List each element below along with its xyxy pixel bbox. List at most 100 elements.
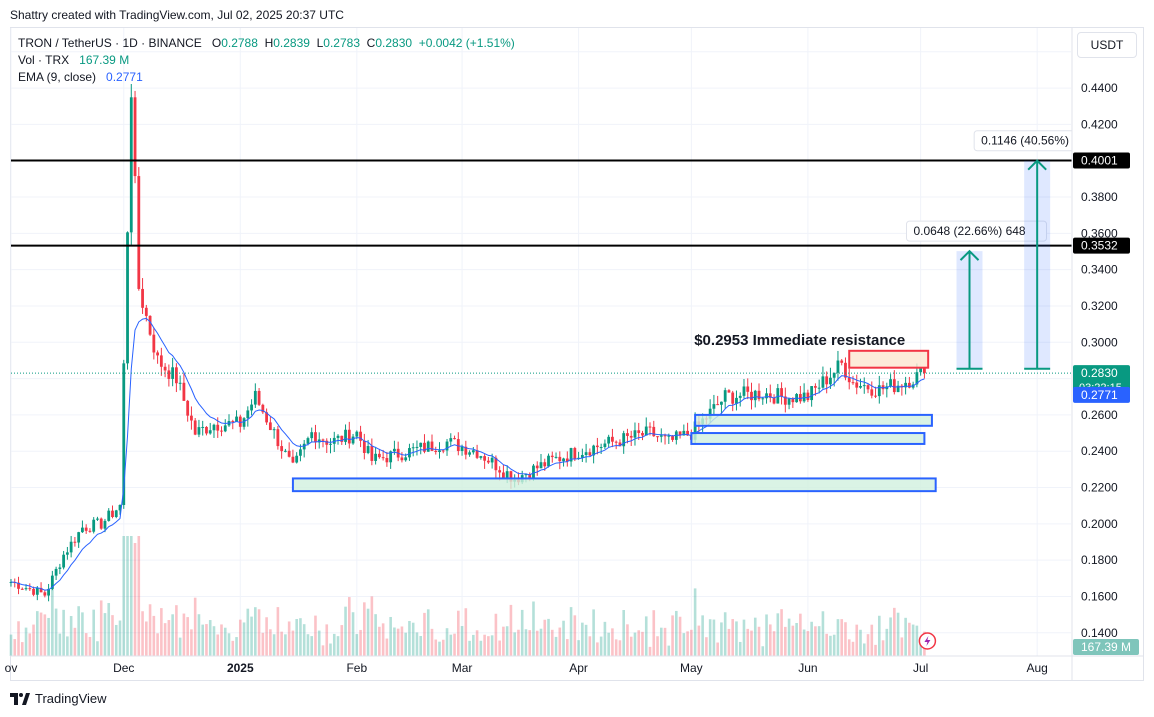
candle-body[interactable] [24,588,28,590]
candle-body[interactable] [430,441,434,451]
candle-body[interactable] [456,439,460,452]
candle-body[interactable] [866,385,870,390]
price-axis[interactable] [1072,28,1143,656]
candle-body[interactable] [355,431,359,437]
candle-body[interactable] [479,456,483,458]
candle-body[interactable] [129,97,133,233]
candle-body[interactable] [686,430,689,436]
candle-body[interactable] [780,388,783,397]
candle-body[interactable] [351,436,355,444]
candle-body[interactable] [426,441,430,452]
candle-body[interactable] [96,518,99,520]
candle-body[interactable] [904,382,908,388]
candle-body[interactable] [622,433,626,447]
candle-body[interactable] [197,427,201,435]
candle-body[interactable] [468,452,471,455]
candle-body[interactable] [483,456,487,461]
candle-body[interactable] [641,432,644,436]
candle-body[interactable] [539,462,543,469]
candle-body[interactable] [817,387,821,389]
candle-body[interactable] [671,435,674,440]
candle-body[interactable] [250,404,253,411]
candle-body[interactable] [746,386,750,392]
candle-body[interactable] [321,439,325,441]
candle-body[interactable] [524,474,528,476]
candle-body[interactable] [152,334,156,353]
candle-body[interactable] [122,363,126,506]
candle-body[interactable] [765,393,768,399]
candle-body[interactable] [400,457,404,461]
candle-body[interactable] [423,442,426,452]
candle-body[interactable] [543,462,547,467]
candle-body[interactable] [821,376,825,388]
candle-body[interactable] [17,582,20,589]
candle-body[interactable] [862,385,866,387]
candle-body[interactable] [490,457,494,463]
candle-body[interactable] [362,440,366,453]
candle-body[interactable] [761,398,765,400]
candle-body[interactable] [212,424,216,431]
candle-body[interactable] [332,437,336,444]
candle-body[interactable] [449,438,453,442]
candle-body[interactable] [445,441,449,451]
candle-body[interactable] [190,415,193,421]
candle-body[interactable] [562,458,565,462]
candle-body[interactable] [54,568,58,576]
candle-body[interactable] [314,432,317,443]
candle-body[interactable] [62,554,66,568]
candle-body[interactable] [783,396,787,405]
candle-body[interactable] [509,471,513,482]
candle-body[interactable] [404,457,408,461]
candle-body[interactable] [306,438,310,444]
candle-body[interactable] [532,465,535,479]
candle-body[interactable] [772,397,776,404]
candle-body[interactable] [174,367,178,384]
candle-body[interactable] [502,472,505,478]
candle-body[interactable] [81,527,84,533]
candle-body[interactable] [299,449,302,456]
candle-body[interactable] [171,367,175,379]
candle-body[interactable] [77,532,81,543]
candle-body[interactable] [678,431,682,436]
candle-body[interactable] [118,505,122,511]
candle-body[interactable] [708,408,712,419]
candle-body[interactable] [205,426,208,434]
candle-body[interactable] [88,530,92,532]
candle-body[interactable] [923,368,926,374]
candle-body[interactable] [148,315,152,335]
candle-body[interactable] [599,447,603,449]
candle-body[interactable] [723,390,727,402]
resistance-zone[interactable] [848,349,930,369]
legend-symbol[interactable]: TRON / TetherUS · 1D · BINANCE [18,36,202,50]
candle-body[interactable] [291,456,295,463]
candle-body[interactable] [340,435,344,442]
candle-body[interactable] [133,97,137,177]
candle-body[interactable] [385,458,389,463]
legend-volume-label[interactable]: Vol · TRX [18,53,70,67]
candle-body[interactable] [881,385,885,390]
candle-body[interactable] [663,435,667,437]
candle-body[interactable] [836,360,840,373]
candle-body[interactable] [9,582,13,584]
candle-body[interactable] [874,395,877,397]
candle-body[interactable] [246,410,250,419]
candle-body[interactable] [460,446,464,452]
legend-ema-label[interactable]: EMA (9, close) [18,70,97,84]
candle-body[interactable] [584,452,588,455]
candle-body[interactable] [43,592,47,596]
candle-body[interactable] [735,397,738,404]
candle-body[interactable] [727,390,731,393]
candle-body[interactable] [659,435,663,437]
candle-body[interactable] [20,588,24,590]
candle-body[interactable] [434,450,438,453]
candle-body[interactable] [648,426,652,428]
candle-body[interactable] [235,416,238,422]
candle-body[interactable] [644,426,648,436]
candle-body[interactable] [111,510,114,518]
candle-body[interactable] [126,232,129,364]
candle-body[interactable] [798,394,802,402]
candle-body[interactable] [498,470,502,473]
candle-body[interactable] [377,453,381,458]
candle-body[interactable] [870,389,874,396]
candle-body[interactable] [280,446,284,452]
